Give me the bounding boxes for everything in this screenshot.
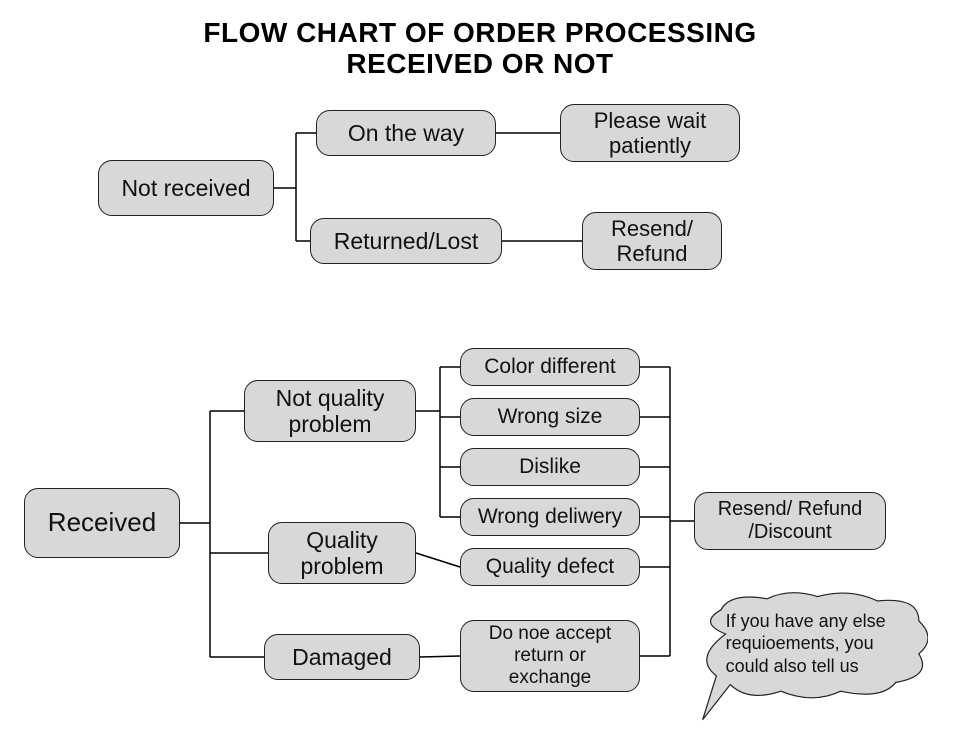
title-line1: FLOW CHART OF ORDER PROCESSING — [203, 17, 756, 48]
node-on-the-way: On the way — [316, 110, 496, 156]
node-rrd: Resend/ Refund /Discount — [694, 492, 886, 550]
node-not-quality: Not quality problem — [244, 380, 416, 442]
node-quality: Quality problem — [268, 522, 416, 584]
node-wrong-delivery: Wrong deliwery — [460, 498, 640, 536]
node-no-return: Do noe accept return or exchange — [460, 620, 640, 692]
node-resend-refund: Resend/ Refund — [582, 212, 722, 270]
node-please-wait: Please wait patiently — [560, 104, 740, 162]
node-not-received: Not received — [98, 160, 274, 216]
speech-bubble-text: If you have any else requioements, you c… — [726, 610, 905, 678]
node-wrong-size: Wrong size — [460, 398, 640, 436]
node-dislike: Dislike — [460, 448, 640, 486]
node-received: Received — [24, 488, 180, 558]
title-line2: RECEIVED OR NOT — [346, 48, 613, 79]
node-damaged: Damaged — [264, 634, 420, 680]
chart-title: FLOW CHART OF ORDER PROCESSING RECEIVED … — [0, 18, 960, 80]
speech-bubble: If you have any else requioements, you c… — [698, 590, 928, 700]
node-color-diff: Color different — [460, 348, 640, 386]
node-quality-defect: Quality defect — [460, 548, 640, 586]
node-returned-lost: Returned/Lost — [310, 218, 502, 264]
